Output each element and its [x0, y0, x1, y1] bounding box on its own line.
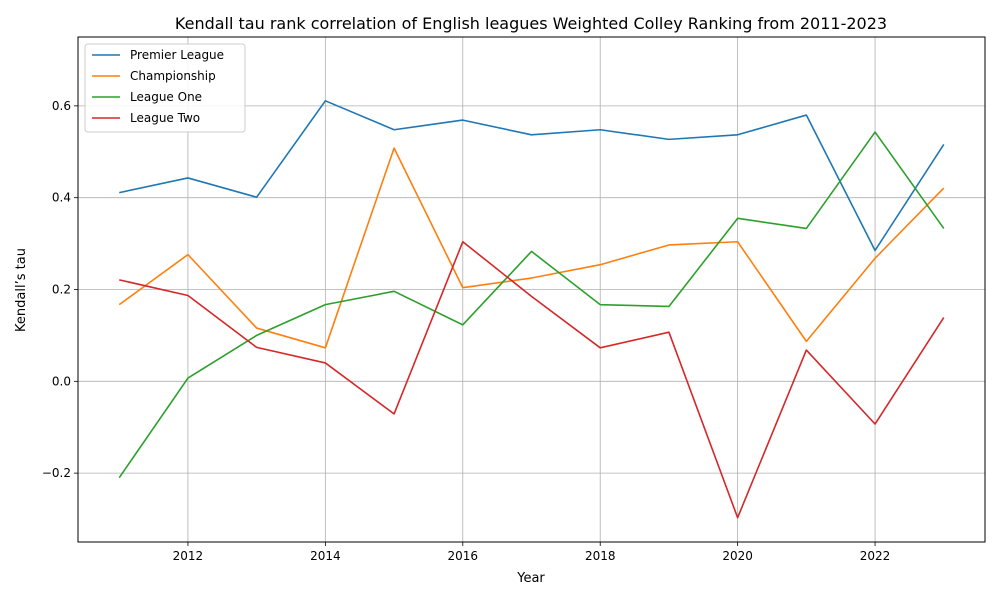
x-axis-label: Year — [516, 571, 545, 586]
y-tick-label: 0.6 — [52, 99, 71, 113]
legend-label-premier-league: Premier League — [130, 48, 224, 62]
series-line-championship — [118, 147, 945, 349]
series-line-premier-league — [119, 100, 945, 252]
grid — [78, 37, 985, 542]
ticks: 2012 2014 2016 2018 2020 2022 −0.2 0.0 0.2 0.4 0.6 — [42, 99, 890, 563]
series-line-league-two — [119, 240, 945, 519]
series-line-league-one — [118, 131, 945, 479]
y-tick-label: 0.2 — [52, 283, 71, 297]
legend: Premier League Championship League One Leag… — [84, 43, 246, 133]
x-tick-label: 2018 — [585, 549, 616, 563]
y-tick-label: 0.0 — [52, 374, 71, 388]
x-tick-label: 2022 — [860, 549, 891, 563]
legend-label-championship: Championship — [130, 69, 216, 83]
x-tick-label: 2016 — [448, 549, 479, 563]
y-tick-label: −0.2 — [42, 466, 71, 480]
legend-label-league-one: League One — [130, 90, 202, 104]
legend-box — [84, 43, 246, 133]
x-tick-label: 2012 — [173, 549, 204, 563]
y-tick-label: 0.4 — [52, 191, 71, 205]
legend-label-league-two: League Two — [130, 111, 200, 125]
chart-title: Kendall tau rank correlation of English … — [175, 14, 887, 33]
x-tick-label: 2014 — [310, 549, 341, 563]
series-lines — [118, 100, 945, 519]
y-axis-label: Kendall’s tau — [14, 248, 29, 332]
x-tick-label: 2020 — [722, 549, 753, 563]
